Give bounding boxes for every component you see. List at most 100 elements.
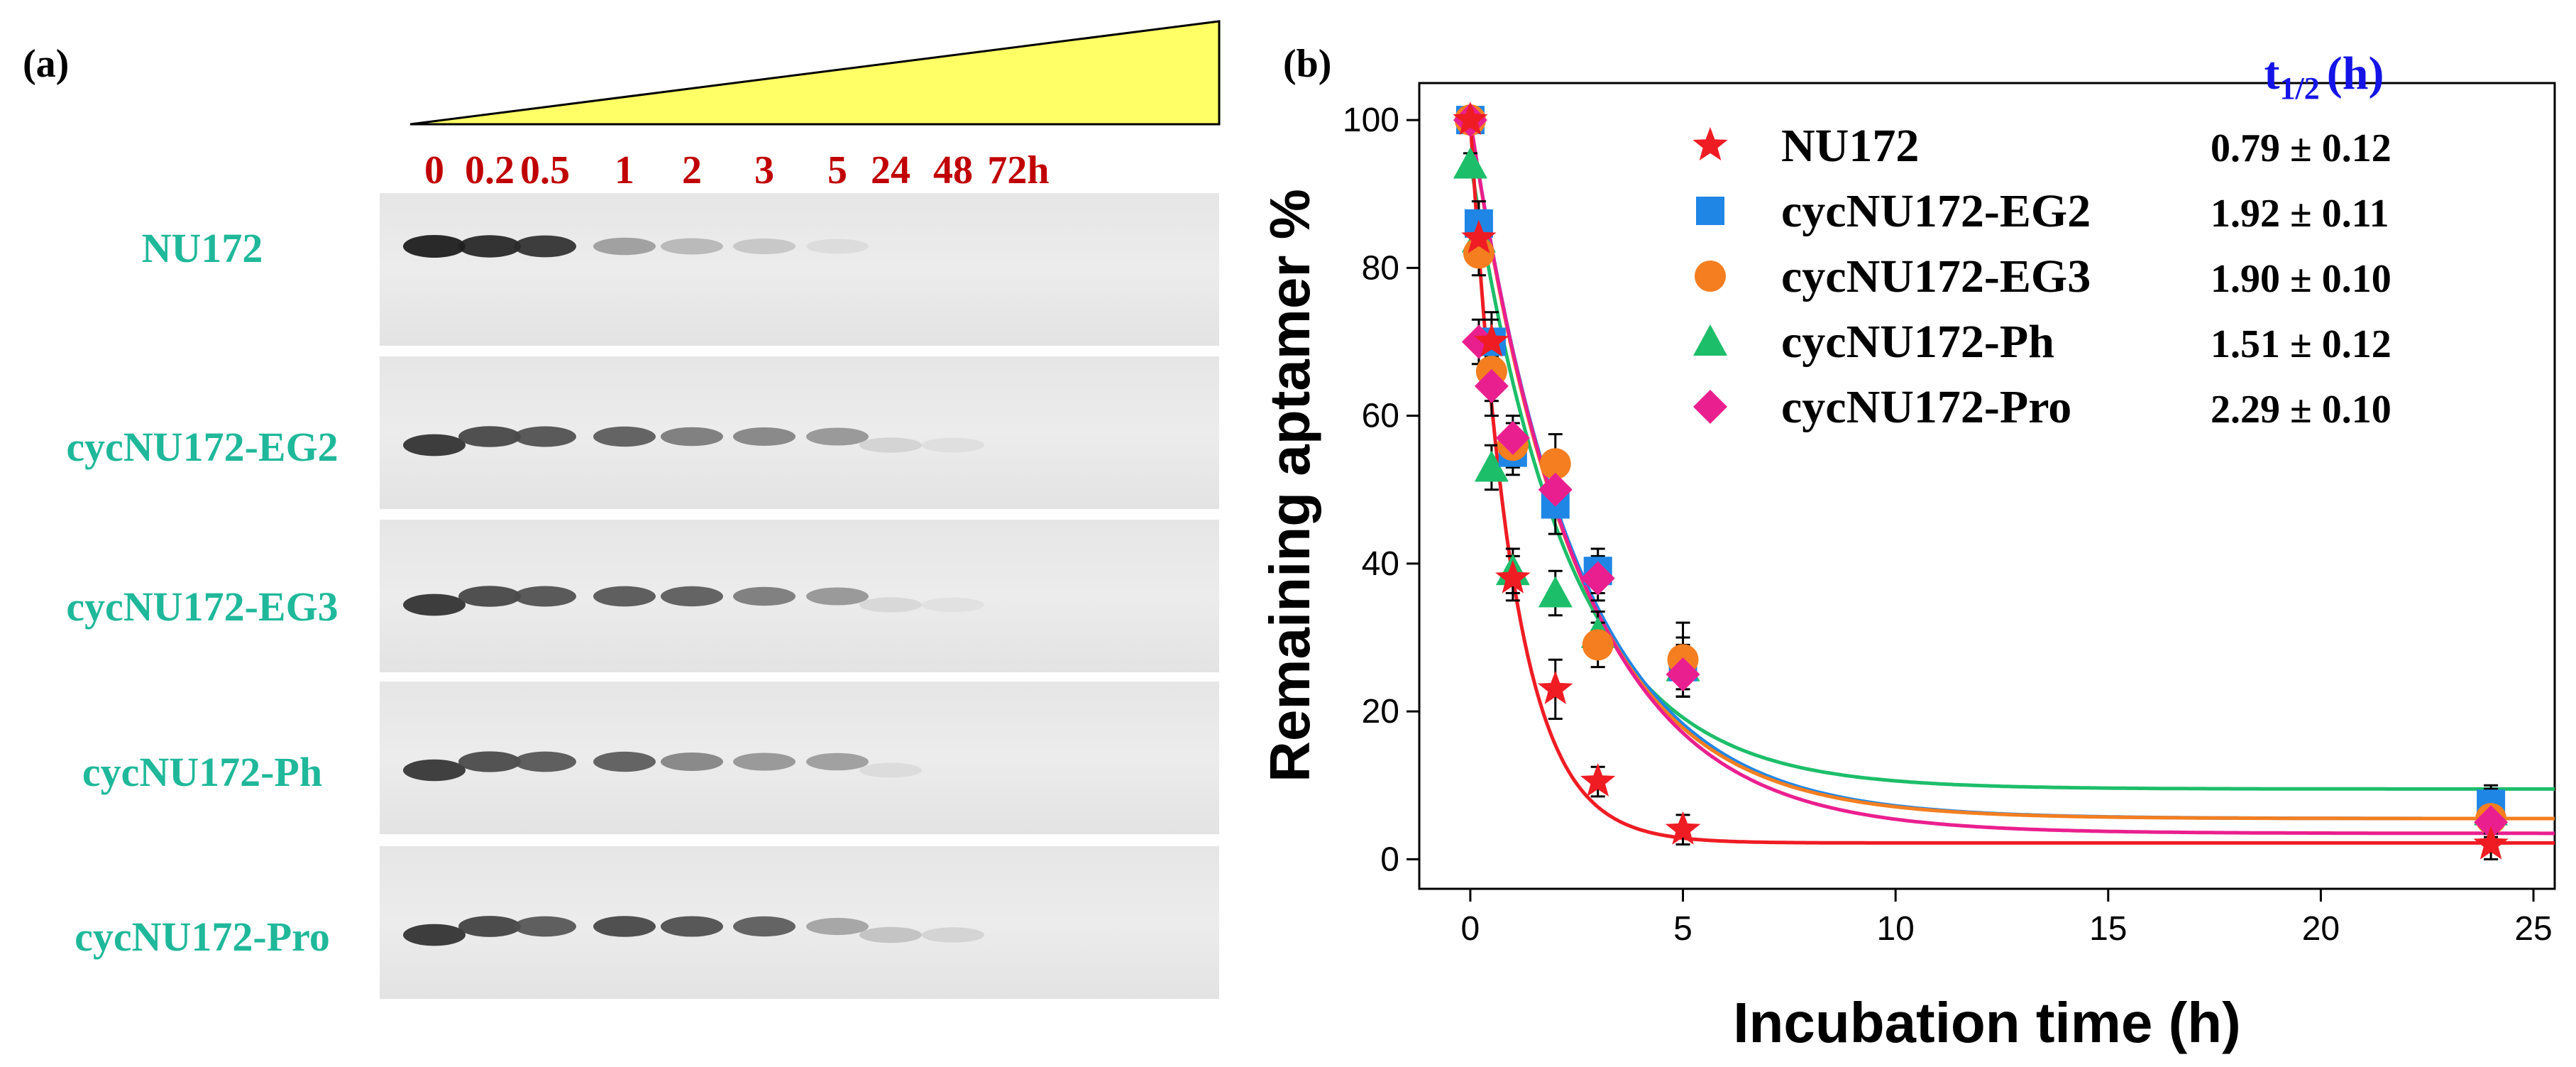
gel-band bbox=[733, 586, 796, 606]
legend-series-name: cycNU172-EG3 bbox=[1781, 251, 2091, 302]
panel-b: (b) 0 5 10 15 20 25 0 20 40 60 80 100 Incubation ti… bbox=[1258, 42, 2556, 1054]
gel-sample-label: cycNU172-Ph bbox=[82, 749, 322, 795]
x-tick-label: 20 bbox=[2302, 910, 2340, 948]
gel-band bbox=[922, 437, 984, 453]
time-label: 24 bbox=[871, 148, 910, 192]
legend-marker-cycNU172-EG3 bbox=[1695, 261, 1726, 292]
gel-band bbox=[458, 235, 521, 258]
time-label: 1 bbox=[615, 148, 634, 192]
gel-band bbox=[806, 587, 869, 606]
x-tick-label: 10 bbox=[1876, 910, 1914, 948]
gel-band bbox=[922, 597, 984, 613]
legend-header-unit: (h) bbox=[2327, 48, 2384, 99]
plot-frame bbox=[1418, 82, 2556, 890]
gel-panel bbox=[380, 193, 1219, 346]
fit-curve-cycNU172-EG3 bbox=[1468, 119, 2555, 821]
gel-band bbox=[593, 916, 656, 937]
data-point-NU172 bbox=[1461, 219, 1497, 253]
legend-series-name: cycNU172-Pro bbox=[1781, 381, 2071, 433]
legend: NU172 0.79 ± 0.12 cycNU172-EG2 1.92 ± 0.11 c… bbox=[1692, 120, 2391, 433]
gel-band bbox=[514, 751, 576, 772]
time-label: 3 bbox=[754, 148, 774, 192]
data-point-cycNU172-Pro bbox=[1666, 657, 1700, 692]
gel-band bbox=[661, 586, 723, 607]
y-tick-label: 60 bbox=[1362, 398, 1399, 435]
legend-header-main: t bbox=[2264, 48, 2280, 99]
data-point-cycNU172-Pro bbox=[1495, 420, 1530, 455]
time-label: 2 bbox=[682, 148, 702, 192]
gel-band bbox=[661, 238, 723, 255]
time-label: 72h bbox=[987, 148, 1049, 192]
axis-ticks: 0 5 10 15 20 25 0 20 40 60 80 100 bbox=[1343, 102, 2553, 948]
legend-series-name: NU172 bbox=[1781, 120, 1919, 172]
legend-marker-cycNU172-Pro bbox=[1693, 390, 1727, 424]
legend-marker-NU172 bbox=[1692, 127, 1728, 160]
gel-sample-label: cycNU172-EG3 bbox=[66, 584, 338, 630]
time-label: 48 bbox=[933, 148, 973, 192]
data-point-NU172 bbox=[1538, 670, 1573, 704]
legend-series-name: cycNU172-Ph bbox=[1781, 316, 2054, 368]
data-point-cycNU172-Pro bbox=[1538, 472, 1573, 507]
fit-curve-NU172 bbox=[1468, 119, 2555, 845]
y-tick-label: 20 bbox=[1362, 693, 1399, 731]
gel-band bbox=[733, 238, 796, 255]
gel-band bbox=[806, 239, 869, 254]
y-tick-label: 40 bbox=[1362, 545, 1399, 583]
gel-band bbox=[458, 426, 521, 447]
legend-header-sub: 1/2 bbox=[2280, 71, 2320, 106]
gel-band bbox=[806, 917, 869, 936]
gel-band bbox=[733, 753, 796, 771]
data-point-cycNU172-Pro bbox=[2474, 805, 2509, 840]
gel-band bbox=[922, 927, 984, 943]
y-axis-title: Remaining aptamer % bbox=[1258, 189, 1321, 782]
gel-sample-label: NU172 bbox=[142, 225, 263, 271]
y-tick-label: 80 bbox=[1362, 249, 1399, 287]
gel-band bbox=[403, 759, 466, 782]
gel-band bbox=[458, 586, 521, 607]
gel-band bbox=[403, 924, 466, 946]
gel-band bbox=[593, 426, 656, 447]
legend-halflife: 1.90 ± 0.10 bbox=[2211, 257, 2391, 301]
gel-band bbox=[593, 751, 656, 772]
data-point-cycNU172-Ph bbox=[1474, 450, 1509, 482]
data-point-cycNU172-Pro bbox=[1580, 561, 1615, 596]
gel-band bbox=[859, 437, 922, 453]
x-tick-label: 25 bbox=[2514, 910, 2552, 948]
legend-halflife: 2.29 ± 0.10 bbox=[2211, 388, 2391, 432]
data-point-NU172 bbox=[1580, 763, 1616, 797]
data-point-NU172 bbox=[1665, 811, 1701, 845]
data-point-cycNU172-Ph bbox=[1453, 147, 1487, 179]
data-point-cycNU172-EG3 bbox=[1539, 448, 1571, 480]
concentration-gradient-wedge bbox=[409, 20, 1221, 126]
gel-band bbox=[733, 916, 796, 937]
data-point-NU172 bbox=[1474, 323, 1509, 357]
fit-curve-cycNU172-Pro bbox=[1468, 119, 2555, 836]
gel-band bbox=[458, 751, 521, 772]
legend-series-name: cycNU172-EG2 bbox=[1781, 185, 2091, 237]
gel-band bbox=[859, 926, 922, 943]
gel-band bbox=[859, 597, 922, 613]
time-label: 0 bbox=[424, 148, 444, 192]
legend-halflife: 0.79 ± 0.12 bbox=[2211, 126, 2391, 170]
legend-marker-cycNU172-EG2 bbox=[1696, 197, 1724, 225]
gel-band bbox=[661, 916, 723, 937]
gel-band bbox=[514, 916, 576, 937]
time-label: 5 bbox=[827, 148, 847, 192]
x-tick-label: 5 bbox=[1673, 910, 1692, 948]
legend-halflife: 1.92 ± 0.11 bbox=[2211, 192, 2389, 236]
panel-b-label: (b) bbox=[1283, 42, 1331, 86]
y-tick-label: 100 bbox=[1343, 102, 1399, 139]
gel-band bbox=[593, 586, 656, 607]
gel-band bbox=[514, 235, 576, 258]
gel-band bbox=[661, 753, 723, 771]
panel-a: (a) 0 0.2 0.5 1 2 3 5 24 48 72h NU172 cycNU172-EG2… bbox=[23, 20, 1221, 999]
fit-curves bbox=[1468, 119, 2555, 845]
time-label: 0.2 bbox=[465, 148, 514, 192]
gel-band bbox=[593, 237, 656, 256]
gel-band bbox=[458, 916, 521, 937]
data-point-cycNU172-Pro bbox=[1474, 368, 1509, 403]
data-point-NU172 bbox=[1453, 102, 1488, 136]
gel-band bbox=[859, 762, 922, 778]
time-labels: 0 0.2 0.5 1 2 3 5 24 48 72h bbox=[424, 148, 1050, 192]
